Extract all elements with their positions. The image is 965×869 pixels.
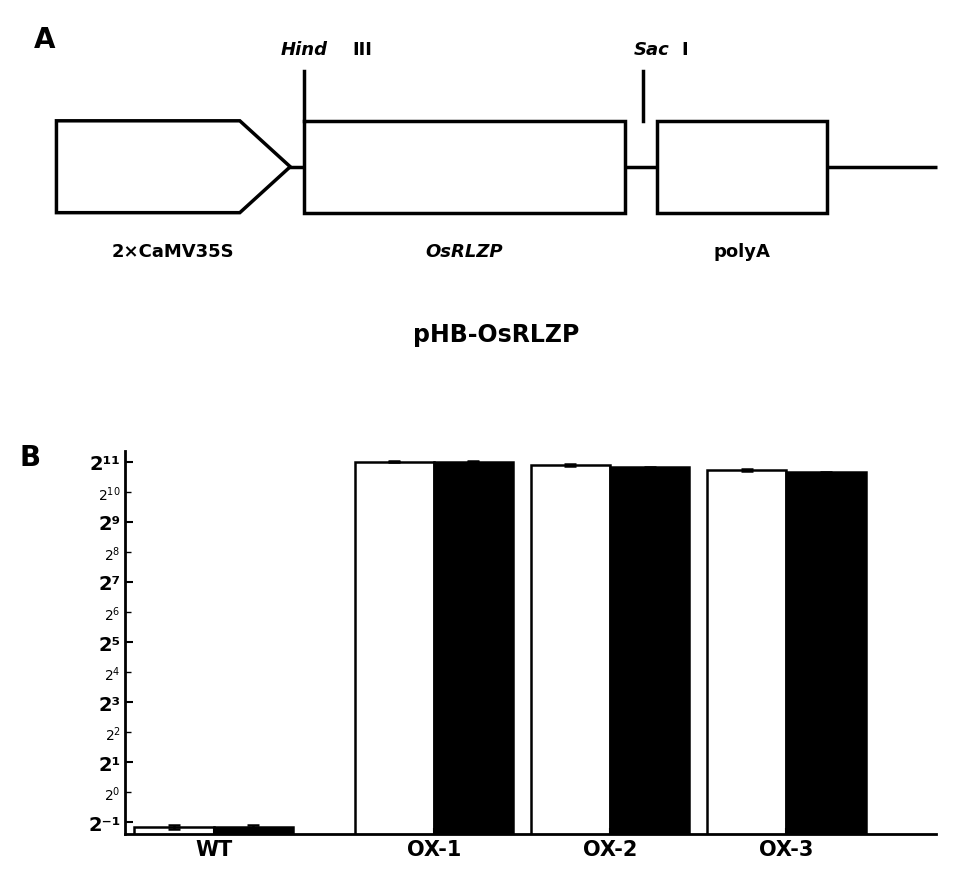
Text: B: B <box>19 443 41 471</box>
Text: Hind: Hind <box>281 41 328 59</box>
Text: I: I <box>681 41 688 59</box>
Text: A: A <box>34 26 55 54</box>
Bar <box>213 827 292 869</box>
Bar <box>707 470 786 869</box>
Polygon shape <box>56 122 290 214</box>
Bar <box>354 462 434 869</box>
Text: III: III <box>352 41 372 59</box>
Text: polyA: polyA <box>713 242 770 261</box>
Bar <box>657 122 826 214</box>
Bar <box>434 462 513 869</box>
Bar <box>134 827 213 869</box>
Text: Sac: Sac <box>634 41 670 59</box>
Bar <box>610 468 689 869</box>
Bar <box>786 473 866 869</box>
Text: OsRLZP: OsRLZP <box>426 242 503 261</box>
Bar <box>304 122 625 214</box>
Text: pHB-OsRLZP: pHB-OsRLZP <box>413 322 580 347</box>
Text: 2×CaMV35S: 2×CaMV35S <box>112 242 234 261</box>
Bar <box>531 466 610 869</box>
